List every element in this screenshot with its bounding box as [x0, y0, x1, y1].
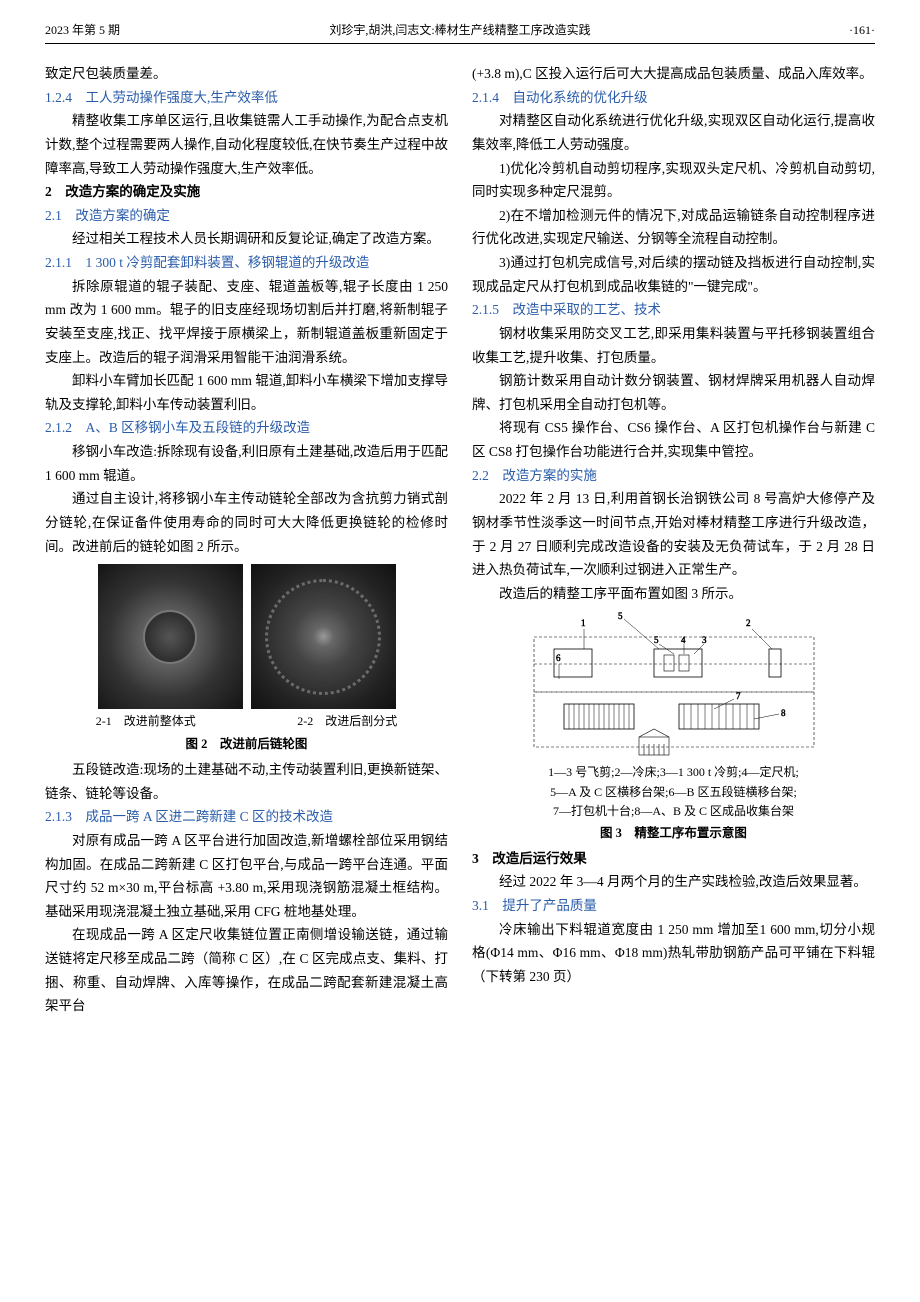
figure-2-subcaptions: 2-1 改进前整体式 2-2 改进后剖分式	[45, 711, 448, 732]
heading-214: 2.1.4 自动化系统的优化升级	[472, 86, 875, 110]
heading-2: 2 改造方案的确定及实施	[45, 180, 448, 204]
heading-212: 2.1.2 A、B 区移钢小车及五段链的升级改造	[45, 416, 448, 440]
svg-text:1: 1	[581, 618, 586, 628]
body-text: 经过相关工程技术人员长期调研和反复论证,确定了改造方案。	[45, 227, 448, 251]
figure-3-legend-2: 5—A 及 C 区横移台架;6—B 区五段链横移台架;	[472, 783, 875, 802]
header-issue: 2023 年第 5 期	[45, 20, 120, 41]
svg-text:3: 3	[702, 635, 707, 645]
svg-text:5: 5	[654, 635, 659, 645]
body-text: 致定尺包装质量差。	[45, 62, 448, 86]
body-text: 对原有成品一跨 A 区平台进行加固改造,新增螺栓部位采用钢结构加固。在成品二跨新…	[45, 829, 448, 924]
figure-2-1-image	[98, 564, 243, 709]
body-text: 钢材收集采用防交叉工艺,即采用集料装置与平托移钢装置组合收集工艺,提升收集、打包…	[472, 322, 875, 369]
body-text: 2022 年 2 月 13 日,利用首钢长治钢铁公司 8 号高炉大修停产及钢材季…	[472, 487, 875, 582]
svg-text:5: 5	[618, 611, 623, 621]
body-text: 移钢小车改造:拆除现有设备,利旧原有土建基础,改造后用于匹配 1 600 mm …	[45, 440, 448, 487]
heading-3: 3 改造后运行效果	[472, 847, 875, 871]
figure-2-2-image	[251, 564, 396, 709]
figure-3-legend-3: 7—打包机十台;8—A、B 及 C 区成品收集台架	[472, 802, 875, 821]
figure-2-1-caption: 2-1 改进前整体式	[45, 711, 247, 732]
heading-215: 2.1.5 改造中采取的工艺、技术	[472, 298, 875, 322]
body-text: (+3.8 m),C 区投入运行后可大大提高成品包装质量、成品入库效率。	[472, 62, 875, 86]
figure-3-legend-1: 1—3 号飞剪;2—冷床;3—1 300 t 冷剪;4—定尺机;	[472, 763, 875, 782]
body-text: 对精整区自动化系统进行优化升级,实现双区自动化运行,提高收集效率,降低工人劳动强…	[472, 109, 875, 156]
heading-211: 2.1.1 1 300 t 冷剪配套卸料装置、移钢辊道的升级改造	[45, 251, 448, 275]
heading-31: 3.1 提升了产品质量	[472, 894, 875, 918]
svg-text:7: 7	[736, 691, 741, 701]
svg-text:4: 4	[681, 635, 686, 645]
header-title: 刘珍宇,胡洪,闫志文:棒材生产线精整工序改造实践	[329, 20, 590, 41]
heading-22: 2.2 改造方案的实施	[472, 464, 875, 488]
body-text: 五段链改造:现场的土建基础不动,主传动装置利旧,更换新链架、链条、链轮等设备。	[45, 758, 448, 805]
body-text: 钢筋计数采用自动计数分钢装置、钢材焊牌采用机器人自动焊牌、打包机采用全自动打包机…	[472, 369, 875, 416]
body-text: 精整收集工序单区运行,且收集链需人工手动操作,为配合点支机计数,整个过程需要两人…	[45, 109, 448, 180]
body-text: 2)在不增加检测元件的情况下,对成品运输链条自动控制程序进行优化改进,实现定尺输…	[472, 204, 875, 251]
body-text: 3)通过打包机完成信号,对后续的摆动链及挡板进行自动控制,实现成品定尺从打包机到…	[472, 251, 875, 298]
body-text: 1)优化冷剪机自动剪切程序,实现双头定尺机、冷剪机自动剪切,同时实现多种定尺混剪…	[472, 157, 875, 204]
figure-2-2-caption: 2-2 改进后剖分式	[247, 711, 449, 732]
body-text: 将现有 CS5 操作台、CS6 操作台、A 区打包机操作台与新建 C 区 CS8…	[472, 416, 875, 463]
figure-3-caption: 图 3 精整工序布置示意图	[472, 823, 875, 845]
body-text: 拆除原辊道的辊子装配、支座、辊道盖板等,辊子长度由 1 250 mm 改为 1 …	[45, 275, 448, 370]
svg-text:8: 8	[781, 708, 786, 718]
heading-213: 2.1.3 成品一跨 A 区进二跨新建 C 区的技术改造	[45, 805, 448, 829]
content-columns: 致定尺包装质量差。 1.2.4 工人劳动操作强度大,生产效率低 精整收集工序单区…	[45, 62, 875, 1018]
right-column: (+3.8 m),C 区投入运行后可大大提高成品包装质量、成品入库效率。 2.1…	[472, 62, 875, 1018]
body-text: 经过 2022 年 3—4 月两个月的生产实践检验,改造后效果显著。	[472, 870, 875, 894]
figure-3-diagram: 1 5 2 6 5 4 3 7 8	[524, 609, 824, 759]
body-text: 卸料小车臂加长匹配 1 600 mm 辊道,卸料小车横梁下增加支撑导轨及支撑轮,…	[45, 369, 448, 416]
body-text: 冷床输出下料辊道宽度由 1 250 mm 增加至1 600 mm,切分小规格(Φ…	[472, 918, 875, 989]
page-header: 2023 年第 5 期 刘珍宇,胡洪,闫志文:棒材生产线精整工序改造实践 ·16…	[45, 20, 875, 44]
figure-2-caption: 图 2 改进前后链轮图	[45, 734, 448, 756]
header-page: ·161·	[849, 20, 875, 41]
svg-text:2: 2	[746, 618, 751, 628]
heading-21: 2.1 改造方案的确定	[45, 204, 448, 228]
svg-text:6: 6	[556, 653, 561, 663]
body-text: 改造后的精整工序平面布置如图 3 所示。	[472, 582, 875, 606]
figure-2	[45, 564, 448, 709]
body-text: 通过自主设计,将移钢小车主传动链轮全部改为含抗剪力销式剖分链轮,在保证备件使用寿…	[45, 487, 448, 558]
left-column: 致定尺包装质量差。 1.2.4 工人劳动操作强度大,生产效率低 精整收集工序单区…	[45, 62, 448, 1018]
heading-124: 1.2.4 工人劳动操作强度大,生产效率低	[45, 86, 448, 110]
body-text: 在现成品一跨 A 区定尺收集链位置正南侧增设输送链，通过输送链将定尺移至成品二跨…	[45, 923, 448, 1018]
